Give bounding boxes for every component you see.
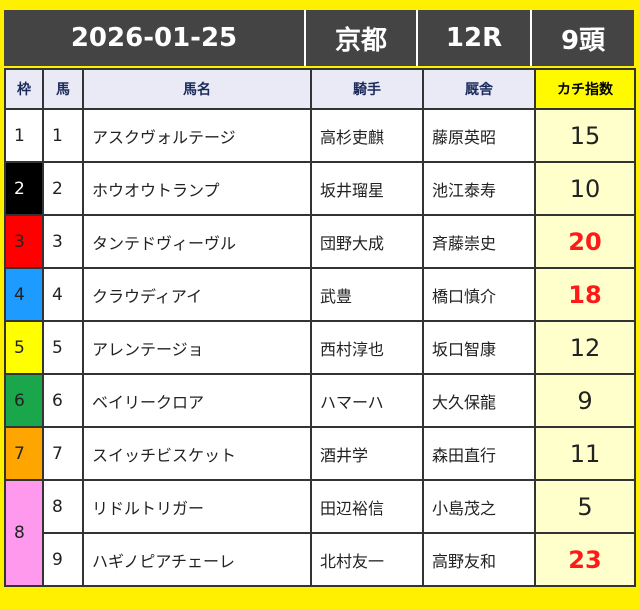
kachi-score: 18 — [534, 267, 636, 322]
waku-cell: 8 — [4, 479, 44, 587]
waku-cell: 2 — [4, 161, 44, 216]
kachi-score: 5 — [534, 479, 636, 534]
table-row: 8 8 リドルトリガー 田辺裕信 小島茂之 5 — [4, 479, 636, 587]
jockey-name: 酒井学 — [310, 426, 424, 481]
trainer-name: 大久保龍 — [422, 373, 536, 428]
race-header: 2026-01-25 京都 12R 9頭 — [4, 10, 634, 66]
jockey-name: 西村淳也 — [310, 320, 424, 375]
jockey-name: 田辺裕信 — [310, 479, 424, 534]
horse-name: リドルトリガー — [82, 479, 312, 534]
trainer-name: 坂口智康 — [422, 320, 536, 375]
jockey-name: 武豊 — [310, 267, 424, 322]
waku-cell: 7 — [4, 426, 44, 481]
trainer-name: 藤原英昭 — [422, 108, 536, 163]
table-row: 5 5 アレンテージョ 西村淳也 坂口智康 12 — [4, 320, 636, 375]
trainer-name: 斉藤崇史 — [422, 214, 536, 269]
horse-name: ホウオウトランプ — [82, 161, 312, 216]
col-jockey-header: 騎手 — [310, 68, 424, 110]
race-date: 2026-01-25 — [4, 10, 304, 66]
horse-name: アレンテージョ — [82, 320, 312, 375]
table-row: 7 7 スイッチビスケット 酒井学 森田直行 11 — [4, 426, 636, 481]
col-trainer-header: 厩舎 — [422, 68, 536, 110]
horse-name: クラウディアイ — [82, 267, 312, 322]
race-card-table: 枠 馬 馬名 騎手 厩舎 カチ指数 1 1 アスクヴォルテージ 高杉吏麒 藤原英… — [4, 68, 636, 587]
col-waku-header: 枠 — [4, 68, 44, 110]
waku-cell: 1 — [4, 108, 44, 163]
col-uma-header: 馬 — [42, 68, 84, 110]
table-row: 6 6 ベイリークロア ハマーハ 大久保龍 9 — [4, 373, 636, 428]
waku-cell: 5 — [4, 320, 44, 375]
col-name-header: 馬名 — [82, 68, 312, 110]
horse-name: タンテドヴィーヴル — [82, 214, 312, 269]
trainer-name: 橋口慎介 — [422, 267, 536, 322]
horse-name: ベイリークロア — [82, 373, 312, 428]
kachi-score: 15 — [534, 108, 636, 163]
trainer-name: 森田直行 — [422, 426, 536, 481]
horse-number: 9 — [42, 532, 84, 587]
table-row: 3 3 タンテドヴィーヴル 団野大成 斉藤崇史 20 — [4, 214, 636, 269]
trainer-name: 小島茂之 — [422, 479, 536, 534]
waku-cell: 4 — [4, 267, 44, 322]
race-number: 12R — [418, 10, 530, 66]
jockey-name: 北村友一 — [310, 532, 424, 587]
jockey-name: 高杉吏麒 — [310, 108, 424, 163]
jockey-name: ハマーハ — [310, 373, 424, 428]
trainer-name: 池江泰寿 — [422, 161, 536, 216]
horse-number: 2 — [42, 161, 84, 216]
kachi-score: 12 — [534, 320, 636, 375]
horse-number: 5 — [42, 320, 84, 375]
table-row: 4 4 クラウディアイ 武豊 橋口慎介 18 — [4, 267, 636, 322]
kachi-score: 11 — [534, 426, 636, 481]
trainer-name: 高野友和 — [422, 532, 536, 587]
horse-name: ハギノピアチェーレ — [82, 532, 312, 587]
jockey-name: 団野大成 — [310, 214, 424, 269]
horse-name: スイッチビスケット — [82, 426, 312, 481]
runner-count: 9頭 — [532, 10, 634, 66]
kachi-score: 9 — [534, 373, 636, 428]
horse-name: アスクヴォルテージ — [82, 108, 312, 163]
race-venue: 京都 — [306, 10, 416, 66]
horse-number: 8 — [42, 479, 84, 534]
table-row: 1 1 アスクヴォルテージ 高杉吏麒 藤原英昭 15 — [4, 108, 636, 163]
horse-number: 7 — [42, 426, 84, 481]
horse-number: 3 — [42, 214, 84, 269]
horse-number: 4 — [42, 267, 84, 322]
kachi-score: 23 — [534, 532, 636, 587]
jockey-name: 坂井瑠星 — [310, 161, 424, 216]
table-row: 2 2 ホウオウトランプ 坂井瑠星 池江泰寿 10 — [4, 161, 636, 216]
horse-number: 1 — [42, 108, 84, 163]
kachi-score: 10 — [534, 161, 636, 216]
col-score-header: カチ指数 — [534, 68, 636, 110]
waku-cell: 6 — [4, 373, 44, 428]
horse-number: 6 — [42, 373, 84, 428]
table-row: 9 ハギノピアチェーレ 北村友一 高野友和 23 — [5, 532, 636, 587]
waku-cell: 3 — [4, 214, 44, 269]
table-header-row: 枠 馬 馬名 騎手 厩舎 カチ指数 — [4, 68, 636, 110]
kachi-score: 20 — [534, 214, 636, 269]
